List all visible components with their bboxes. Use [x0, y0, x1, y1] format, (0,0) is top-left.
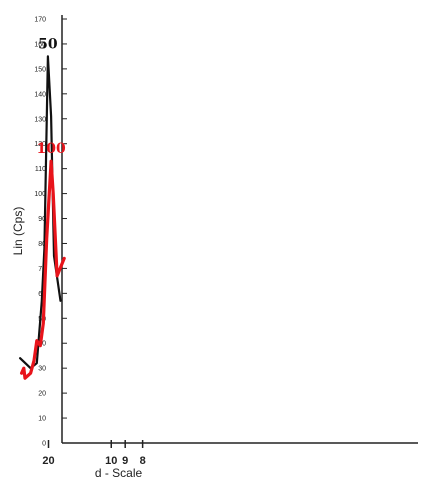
y-tick-label: 80	[38, 241, 46, 248]
series-group	[19, 55, 66, 380]
y-tick-label: 110	[35, 166, 46, 173]
y-tick-label: 20	[38, 391, 46, 398]
x-tick-label: 10	[105, 455, 117, 467]
y-tick-label: 90	[38, 216, 46, 223]
x-tick-label: 8	[140, 455, 146, 467]
x-tick-label: 20	[42, 455, 54, 467]
x-axis-title: d - Scale	[95, 466, 143, 479]
x-tick-label: 9	[122, 455, 128, 467]
y-tick-label: 120	[34, 141, 46, 148]
y-tick-label: 150	[34, 66, 46, 73]
y-tick-label: 10	[38, 416, 46, 423]
y-tick-label: 170	[34, 17, 46, 24]
y-tick-label: 100	[34, 191, 46, 198]
y-tick-label: 160	[34, 41, 46, 48]
plot-frame	[61, 15, 418, 444]
series-line-100	[20, 159, 66, 380]
y-tick-label: 140	[34, 91, 46, 98]
y-tick-label: 130	[34, 116, 46, 123]
y-tick-label: 70	[38, 266, 46, 273]
y-tick-label: 30	[38, 366, 46, 373]
y-axis-title: Lin (Cps)	[11, 207, 25, 256]
series-label-100: 100	[36, 141, 65, 157]
series-label-50: 50	[38, 36, 58, 52]
y-tick-label: 0	[42, 441, 46, 448]
x-tick-group: 20 10 9 8	[42, 440, 146, 467]
y-tick-label: 40	[38, 341, 46, 348]
